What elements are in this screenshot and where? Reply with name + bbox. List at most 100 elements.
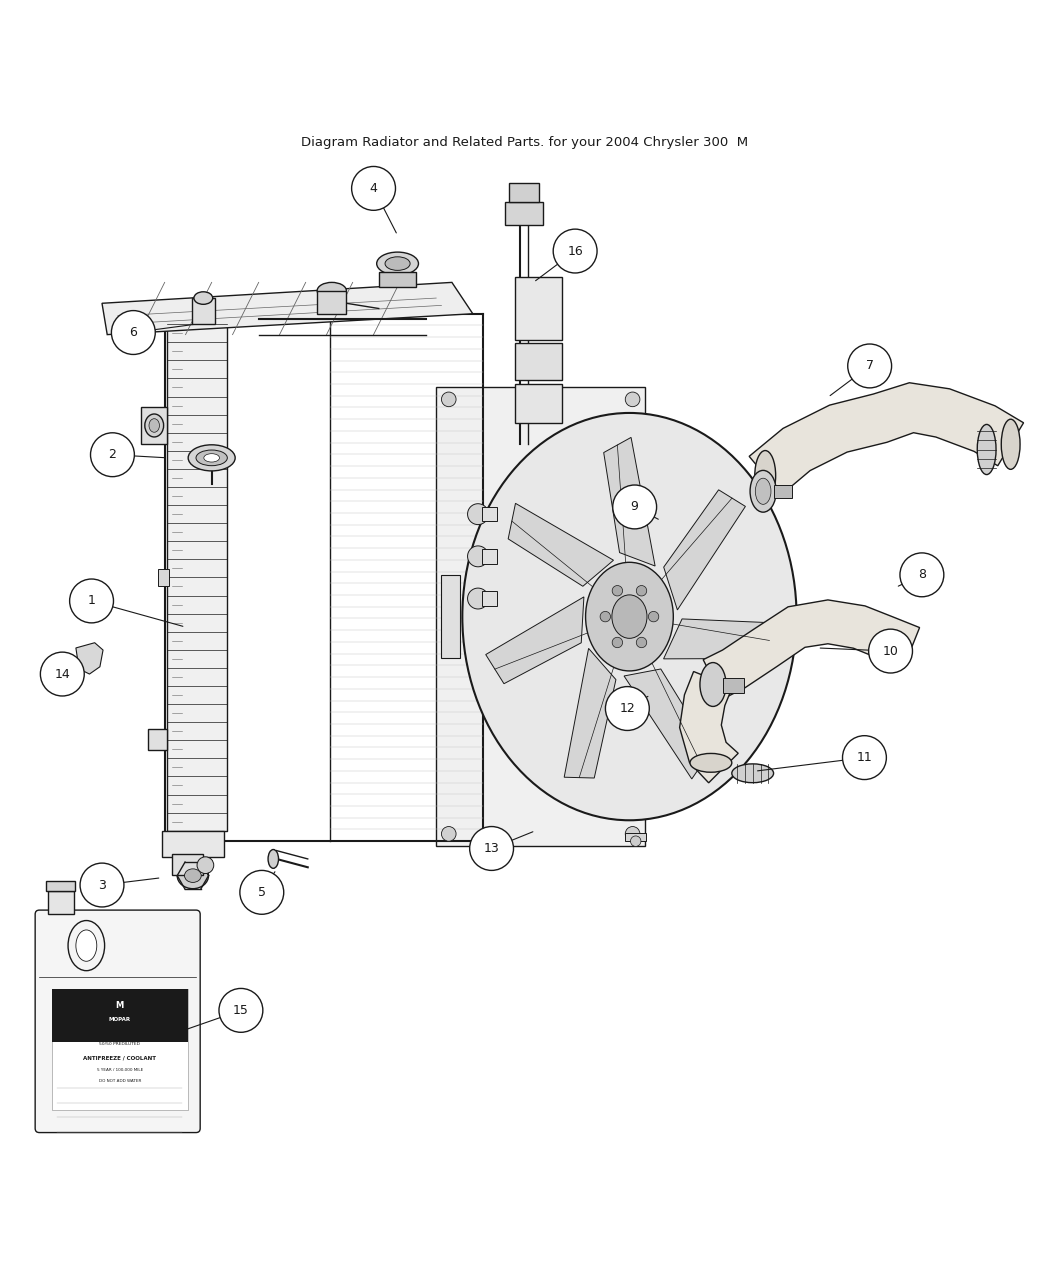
Ellipse shape	[385, 256, 411, 270]
Ellipse shape	[732, 764, 774, 783]
Polygon shape	[749, 382, 1024, 495]
Circle shape	[90, 432, 134, 477]
Text: 16: 16	[567, 245, 583, 258]
Ellipse shape	[185, 868, 202, 882]
FancyBboxPatch shape	[159, 569, 169, 585]
FancyBboxPatch shape	[514, 343, 562, 380]
Ellipse shape	[204, 454, 219, 462]
Ellipse shape	[755, 450, 776, 501]
Ellipse shape	[68, 921, 105, 970]
FancyBboxPatch shape	[625, 833, 646, 842]
Circle shape	[467, 588, 488, 609]
Text: DO NOT ADD WATER: DO NOT ADD WATER	[99, 1079, 141, 1082]
Polygon shape	[704, 601, 920, 699]
Ellipse shape	[586, 562, 673, 671]
Polygon shape	[564, 649, 616, 778]
FancyBboxPatch shape	[774, 484, 793, 497]
FancyBboxPatch shape	[379, 272, 417, 287]
Text: M: M	[116, 1001, 124, 1010]
Text: 2: 2	[108, 449, 117, 462]
Ellipse shape	[149, 418, 160, 432]
Circle shape	[630, 836, 640, 847]
Text: MOPAR: MOPAR	[109, 1016, 131, 1021]
Text: 6: 6	[129, 326, 138, 339]
Text: 3: 3	[98, 878, 106, 891]
Circle shape	[111, 311, 155, 354]
Polygon shape	[604, 437, 655, 566]
Text: ANTIFREEZE / COOLANT: ANTIFREEZE / COOLANT	[83, 1056, 156, 1061]
Circle shape	[900, 553, 944, 597]
Circle shape	[467, 504, 488, 524]
Circle shape	[69, 579, 113, 623]
FancyBboxPatch shape	[148, 729, 167, 750]
Circle shape	[553, 230, 597, 273]
Circle shape	[601, 612, 610, 622]
Text: 1: 1	[87, 594, 96, 607]
FancyBboxPatch shape	[514, 384, 562, 423]
Polygon shape	[624, 669, 711, 779]
FancyBboxPatch shape	[141, 407, 167, 444]
Polygon shape	[167, 324, 228, 831]
Text: 8: 8	[918, 569, 926, 581]
FancyBboxPatch shape	[505, 201, 543, 224]
FancyBboxPatch shape	[162, 831, 225, 857]
Circle shape	[239, 871, 284, 914]
Circle shape	[636, 585, 647, 595]
Polygon shape	[664, 490, 746, 609]
FancyBboxPatch shape	[45, 881, 75, 891]
FancyBboxPatch shape	[509, 184, 539, 201]
FancyBboxPatch shape	[47, 891, 74, 914]
Ellipse shape	[188, 445, 235, 470]
Circle shape	[219, 988, 262, 1033]
FancyBboxPatch shape	[441, 575, 460, 658]
Ellipse shape	[612, 595, 647, 639]
Ellipse shape	[317, 282, 346, 300]
Ellipse shape	[177, 863, 209, 889]
Ellipse shape	[1002, 419, 1020, 469]
Text: 50/50 PREDILUTED: 50/50 PREDILUTED	[100, 1042, 141, 1046]
FancyBboxPatch shape	[514, 277, 562, 340]
FancyBboxPatch shape	[51, 989, 188, 1043]
Circle shape	[636, 638, 647, 648]
Polygon shape	[76, 643, 103, 674]
Ellipse shape	[700, 663, 726, 706]
Circle shape	[625, 391, 639, 407]
Text: 13: 13	[484, 842, 500, 856]
Circle shape	[612, 585, 623, 595]
Text: 10: 10	[883, 645, 899, 658]
Text: 15: 15	[233, 1003, 249, 1017]
Ellipse shape	[196, 450, 228, 465]
Ellipse shape	[462, 413, 797, 820]
Circle shape	[80, 863, 124, 907]
Text: 7: 7	[865, 360, 874, 372]
Polygon shape	[486, 597, 584, 683]
Polygon shape	[102, 282, 472, 334]
Circle shape	[469, 826, 513, 871]
Circle shape	[868, 629, 912, 673]
Circle shape	[40, 652, 84, 696]
FancyBboxPatch shape	[35, 910, 201, 1132]
Circle shape	[625, 826, 639, 842]
Circle shape	[606, 687, 649, 731]
Ellipse shape	[377, 252, 419, 275]
Circle shape	[613, 484, 656, 529]
Circle shape	[648, 612, 658, 622]
Text: 11: 11	[857, 751, 873, 764]
Circle shape	[842, 736, 886, 779]
Circle shape	[612, 638, 623, 648]
FancyBboxPatch shape	[192, 298, 215, 324]
Ellipse shape	[145, 414, 164, 437]
Ellipse shape	[194, 292, 213, 305]
Ellipse shape	[76, 929, 97, 961]
Text: 5 YEAR / 100,000 MILE: 5 YEAR / 100,000 MILE	[97, 1068, 143, 1072]
Ellipse shape	[750, 470, 776, 513]
Polygon shape	[664, 618, 773, 659]
Circle shape	[352, 167, 396, 210]
FancyBboxPatch shape	[482, 507, 497, 521]
FancyBboxPatch shape	[172, 854, 204, 875]
Polygon shape	[508, 504, 613, 586]
Text: Diagram Radiator and Related Parts. for your 2004 Chrysler 300  M: Diagram Radiator and Related Parts. for …	[301, 136, 749, 149]
FancyBboxPatch shape	[482, 550, 497, 564]
Ellipse shape	[978, 425, 996, 474]
Text: 14: 14	[55, 668, 70, 681]
